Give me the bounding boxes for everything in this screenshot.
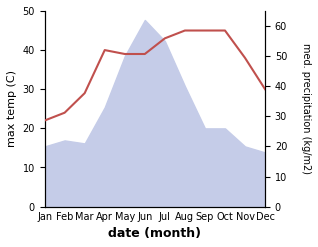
- X-axis label: date (month): date (month): [108, 227, 201, 240]
- Y-axis label: med. precipitation (kg/m2): med. precipitation (kg/m2): [301, 43, 311, 174]
- Y-axis label: max temp (C): max temp (C): [7, 70, 17, 147]
